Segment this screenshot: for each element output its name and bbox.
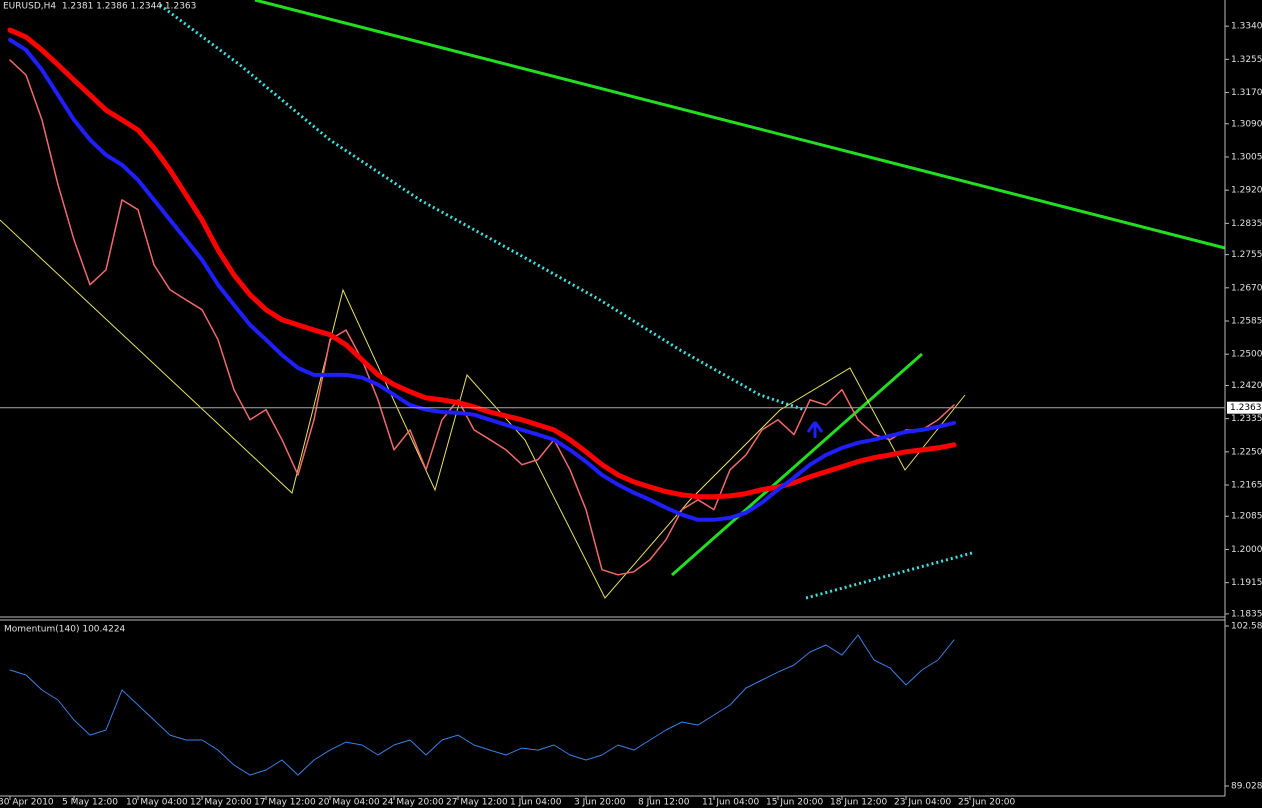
x-tick-label: 1 Jun 04:00 bbox=[510, 798, 562, 808]
zigzag bbox=[0, 219, 966, 599]
series-line bbox=[7, 27, 957, 500]
x-tick-label: 11 Jun 04:00 bbox=[702, 798, 759, 808]
y-tick-label: 102.580 bbox=[1231, 622, 1262, 632]
x-tick-label: 24 May 20:00 bbox=[382, 798, 444, 808]
x-tick-label: 3 Jun 20:00 bbox=[574, 798, 626, 808]
x-tick-label: 23 Jun 04:00 bbox=[894, 798, 951, 808]
series-line bbox=[8, 37, 956, 522]
y-tick-label: 1.2165 bbox=[1231, 481, 1262, 491]
y-tick-label: 1.3340 bbox=[1231, 22, 1262, 32]
drawings bbox=[0, 0, 1226, 600]
y-tick-label: 89.0282 bbox=[1231, 781, 1262, 791]
x-tick-label: 10 May 04:00 bbox=[126, 798, 188, 808]
dotted-channel bbox=[805, 551, 973, 600]
y-tick-label: 1.2420 bbox=[1231, 381, 1262, 391]
y-tick-label: 1.1915 bbox=[1231, 578, 1262, 588]
series-line bbox=[9, 59, 955, 576]
current-price-box bbox=[1227, 401, 1262, 414]
trend-line bbox=[671, 352, 923, 577]
x-tick-label: 27 May 12:00 bbox=[446, 798, 508, 808]
x-tick-label: 18 Jun 12:00 bbox=[830, 798, 887, 808]
arrow bbox=[806, 421, 824, 438]
y-tick-label: 1.1835 bbox=[1231, 609, 1262, 619]
y-tick-label: 1.2585 bbox=[1231, 316, 1262, 326]
y-tick-label: 1.2500 bbox=[1231, 350, 1262, 360]
y-tick-label: 1.2670 bbox=[1231, 283, 1262, 293]
y-tick-label: 1.3170 bbox=[1231, 88, 1262, 98]
series-line bbox=[9, 634, 955, 776]
chart-title: EURUSD,H4 1.2381 1.2386 1.2344 1.2363 bbox=[3, 2, 196, 12]
y-tick-label: 1.2755 bbox=[1231, 250, 1262, 260]
y-tick-label: 1.3005 bbox=[1231, 152, 1262, 162]
x-tick-label: 5 May 12:00 bbox=[62, 798, 118, 808]
current-price-label: 1.2363 bbox=[1230, 403, 1262, 413]
y-tick-label: 1.3255 bbox=[1231, 55, 1262, 65]
y-tick-label: 1.2000 bbox=[1231, 545, 1262, 555]
x-tick-label: 30 Apr 2010 bbox=[0, 798, 54, 808]
y-tick-label: 1.2335 bbox=[1231, 414, 1262, 424]
x-tick-label: 17 May 12:00 bbox=[254, 798, 316, 808]
y-tick-label: 1.2835 bbox=[1231, 219, 1262, 229]
trend-line bbox=[254, 0, 1226, 250]
x-tick-label: 12 May 20:00 bbox=[190, 798, 252, 808]
x-tick-label: 8 Jun 12:00 bbox=[638, 798, 690, 808]
y-tick-label: 1.3090 bbox=[1231, 119, 1262, 129]
x-tick-label: 20 May 04:00 bbox=[318, 798, 380, 808]
y-tick-label: 1.2085 bbox=[1231, 512, 1262, 522]
y-tick-label: 1.2920 bbox=[1231, 186, 1262, 196]
x-tick-label: 25 Jun 20:00 bbox=[958, 798, 1015, 808]
x-tick-label: 15 Jun 20:00 bbox=[766, 798, 823, 808]
dotted-channel bbox=[159, 3, 806, 412]
indicator-title: Momentum(140) 100.4224 bbox=[4, 625, 126, 635]
y-tick-label: 1.2250 bbox=[1231, 447, 1262, 457]
